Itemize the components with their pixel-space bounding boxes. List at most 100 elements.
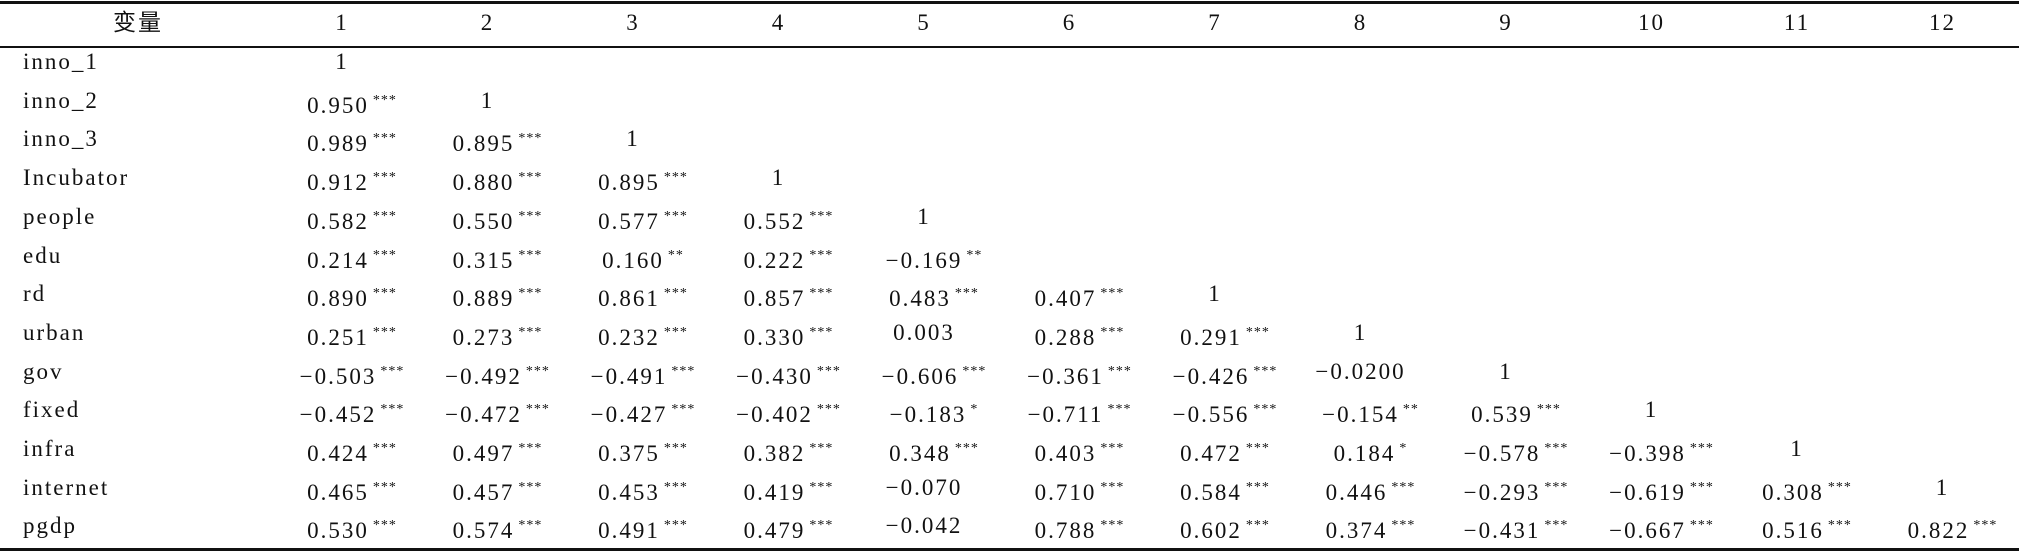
cell: 1 bbox=[772, 163, 786, 193]
cell: 0.912 *** bbox=[307, 163, 397, 198]
cell: −0.492 *** bbox=[445, 357, 550, 392]
cell: 0.382 *** bbox=[744, 434, 834, 469]
cell: −0.154 ** bbox=[1322, 395, 1419, 430]
cell: 0.315 *** bbox=[453, 241, 543, 276]
significance-stars: *** bbox=[962, 363, 987, 379]
cell-value: −0.426 bbox=[1172, 363, 1250, 389]
cell-value: 0.550 bbox=[452, 208, 515, 234]
cell-value: 0.577 bbox=[598, 208, 660, 234]
significance-stars: *** bbox=[372, 170, 397, 186]
cell: −0.402 *** bbox=[736, 395, 841, 430]
cell: −0.293 *** bbox=[1464, 473, 1569, 508]
cell: 0.375 *** bbox=[598, 434, 688, 469]
significance-stars: *** bbox=[1544, 518, 1569, 534]
significance-stars: ** bbox=[966, 247, 983, 263]
significance-stars: *** bbox=[671, 402, 696, 418]
cell-value: 0.602 bbox=[1180, 518, 1242, 544]
cell: 1 bbox=[917, 202, 931, 232]
significance-stars: *** bbox=[518, 324, 543, 340]
cell: −0.427 *** bbox=[591, 395, 696, 430]
row-label: inno_3 bbox=[23, 126, 99, 152]
cell: 0.602 *** bbox=[1180, 511, 1270, 546]
cell: 1 bbox=[1936, 473, 1950, 503]
significance-stars: *** bbox=[372, 441, 397, 456]
cell-value: 0.374 bbox=[1325, 518, 1388, 544]
cell-value: 0.184 bbox=[1333, 441, 1396, 466]
row-label: people bbox=[23, 203, 97, 229]
significance-stars: * bbox=[970, 402, 979, 418]
cell: −0.398 *** bbox=[1609, 434, 1714, 469]
cell: 0.577 *** bbox=[598, 202, 688, 237]
row-label: urban bbox=[23, 319, 86, 345]
significance-stars: *** bbox=[372, 92, 397, 108]
cell-value: 1 bbox=[1935, 474, 1950, 500]
cell-value: 0.479 bbox=[743, 518, 806, 544]
cell-value: 0.822 bbox=[1907, 518, 1970, 544]
cell: −0.472 *** bbox=[445, 395, 550, 430]
row-label: Incubator bbox=[23, 165, 130, 191]
cell: −0.169 ** bbox=[886, 241, 983, 276]
significance-stars: *** bbox=[518, 131, 543, 147]
cell: 0.895 *** bbox=[598, 163, 688, 198]
significance-stars: *** bbox=[380, 402, 405, 418]
cell-value: −0.619 bbox=[1609, 479, 1686, 505]
row-label: inno_1 bbox=[23, 49, 99, 74]
top-rule bbox=[0, 1, 2019, 4]
significance-stars: *** bbox=[380, 363, 405, 379]
cell-value: 0.251 bbox=[307, 324, 369, 350]
cell-value: 0.861 bbox=[598, 286, 660, 312]
cell: −0.0200 bbox=[1315, 357, 1405, 387]
cell-value: 0.330 bbox=[743, 324, 806, 350]
significance-stars: *** bbox=[1107, 402, 1132, 418]
cell-value: −0.293 bbox=[1463, 479, 1541, 505]
cell-value: −0.578 bbox=[1463, 441, 1541, 466]
cell: 0.552 *** bbox=[744, 202, 834, 237]
cell: −0.426 *** bbox=[1173, 357, 1278, 392]
cell-value: 0.552 bbox=[743, 208, 806, 234]
cell-value: 0.382 bbox=[743, 441, 806, 466]
cell-value: −0.472 bbox=[445, 402, 522, 428]
significance-stars: *** bbox=[663, 324, 688, 340]
cell-value: 1 bbox=[1353, 319, 1368, 345]
cell-value: 0.539 bbox=[1471, 402, 1533, 428]
significance-stars: *** bbox=[663, 479, 688, 495]
row-label: fixed bbox=[23, 397, 81, 423]
cell-value: 0.483 bbox=[889, 286, 951, 312]
cell-value: 0.348 bbox=[889, 441, 951, 466]
cell-value: −0.431 bbox=[1463, 518, 1541, 544]
header-rule bbox=[0, 46, 2019, 48]
significance-stars: *** bbox=[518, 170, 543, 186]
cell: 0.214 *** bbox=[307, 241, 397, 276]
cell-value: −0.361 bbox=[1027, 363, 1104, 389]
cell-value: −0.402 bbox=[736, 402, 813, 428]
significance-stars: *** bbox=[1100, 324, 1125, 340]
cell: 0.574 *** bbox=[453, 511, 543, 546]
row-label: gov bbox=[23, 358, 64, 384]
significance-stars: *** bbox=[1100, 518, 1125, 534]
cell-value: −0.398 bbox=[1609, 441, 1686, 466]
cell: 0.465 *** bbox=[307, 473, 397, 508]
significance-stars: *** bbox=[663, 208, 688, 224]
cell: 1 bbox=[1354, 318, 1368, 348]
cell: 0.424 *** bbox=[307, 434, 397, 469]
bottom-rule bbox=[0, 548, 2019, 551]
significance-stars: *** bbox=[1107, 363, 1132, 379]
cell: 0.472 *** bbox=[1180, 434, 1270, 469]
cell-value: −0.452 bbox=[299, 402, 377, 428]
header-cell: 12 bbox=[1929, 10, 1956, 35]
cell-value: 1 bbox=[917, 203, 931, 229]
cell-value: 0.375 bbox=[598, 441, 660, 466]
cell-value: 0.472 bbox=[1180, 441, 1242, 466]
cell: 0.861 *** bbox=[598, 279, 688, 314]
cell: −0.711 *** bbox=[1028, 395, 1132, 430]
row-label: rd bbox=[23, 281, 47, 307]
cell: 0.374 *** bbox=[1326, 511, 1416, 546]
cell-value: −0.503 bbox=[299, 363, 377, 389]
cell: 0.407 *** bbox=[1035, 279, 1125, 314]
header-cell: 6 bbox=[1062, 10, 1077, 35]
cell: −0.667 *** bbox=[1609, 511, 1714, 546]
cell-value: 0.315 bbox=[452, 247, 515, 273]
cell-value: 0.403 bbox=[1034, 441, 1097, 466]
cell-value: 0.446 bbox=[1325, 479, 1388, 505]
